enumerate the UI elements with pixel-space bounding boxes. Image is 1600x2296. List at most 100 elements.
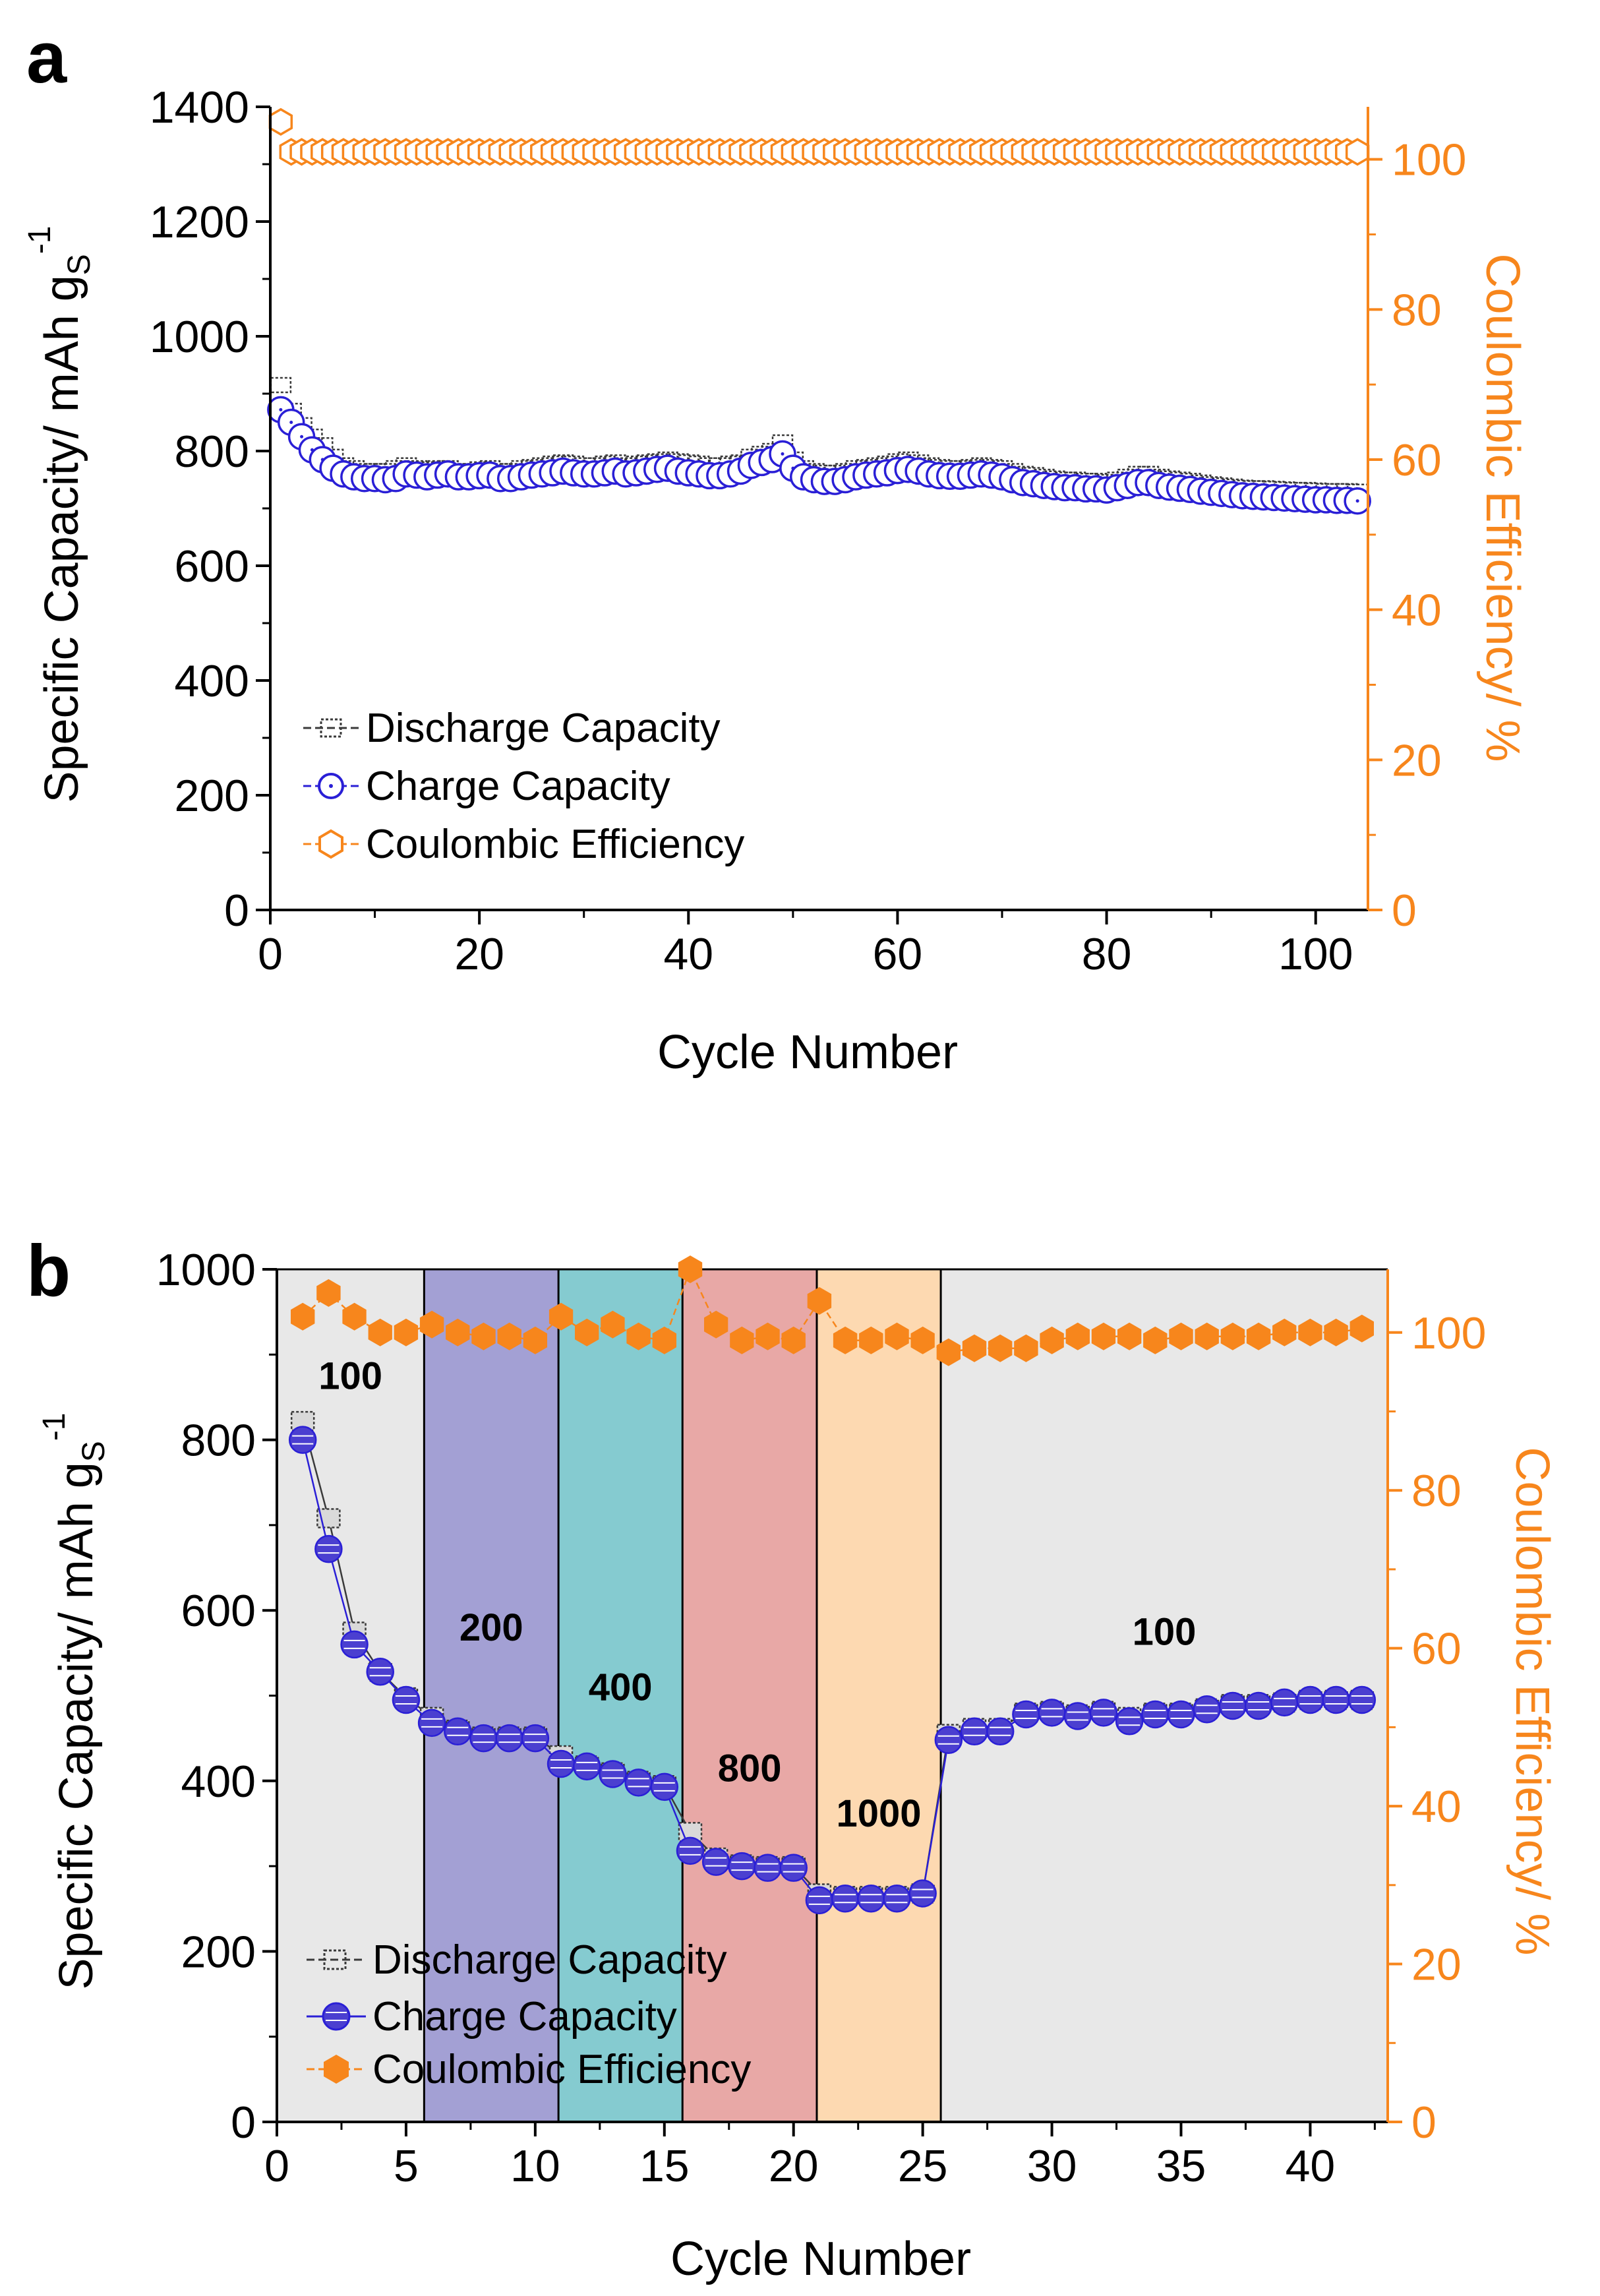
panel-a-axes: 0 20 40 60 80 1000200400600800100012001400020…: [150, 82, 1467, 979]
ce-point: [1345, 138, 1370, 166]
charge-point: [392, 1685, 421, 1714]
panel-a-y-tick-label: 1200: [150, 197, 249, 247]
ce-point: [1040, 1326, 1064, 1354]
panel-b-x-tick-label: 40: [1286, 2141, 1336, 2191]
ce-point: [704, 1310, 728, 1339]
panel-a-y-tick-label: 200: [175, 771, 249, 821]
ce-point: [1298, 1318, 1322, 1346]
ce-point: [833, 1326, 858, 1354]
panel-b-x-axis-title: Cycle Number: [670, 2233, 971, 2285]
ce-point: [446, 1318, 470, 1346]
ce-point: [394, 1318, 419, 1346]
charge-point: [288, 1426, 317, 1454]
charge-point: [676, 1836, 705, 1865]
charge-point: [1296, 1685, 1324, 1714]
ce-point: [1117, 1322, 1142, 1350]
legend-b-ce-marker: [307, 2055, 366, 2084]
ce-point: [1272, 1318, 1297, 1346]
panel-a-x-tick-label: 80: [1082, 929, 1132, 979]
ce-point: [419, 1310, 444, 1339]
ce-point: [1065, 1322, 1090, 1350]
legend-ce-label: Coulombic Efficiency: [366, 822, 744, 867]
rate-region: [816, 1269, 941, 2122]
ce-point: [626, 1322, 651, 1350]
panel-b-y2-tick-label: 20: [1411, 1940, 1462, 1990]
panel-b-y-tick-label: 1000: [156, 1245, 256, 1295]
panel-a-x-tick-label: 100: [1278, 929, 1353, 979]
panel-a-plot-area: [267, 107, 1371, 515]
charge-point: [572, 1752, 601, 1781]
panel-a-y-tick-label: 0: [224, 886, 249, 936]
rate-region: [682, 1269, 817, 2122]
panel-b-y2-tick-label: 60: [1411, 1624, 1462, 1674]
panel-a-y-tick-label: 400: [175, 656, 249, 706]
panel-b-x-tick-label: 35: [1156, 2141, 1206, 2191]
panel-a-y-axis-title-main: Specific Capacity/ mAh g: [36, 275, 88, 802]
charge-point: [934, 1726, 963, 1754]
panel-a-x-tick-label: 20: [454, 929, 504, 979]
legend-ce-marker: [303, 829, 359, 859]
panel-b-y-tick-label: 0: [231, 2098, 256, 2148]
ce-point: [291, 1302, 315, 1331]
ce-point: [368, 1318, 392, 1346]
charge-point: [960, 1717, 989, 1746]
panel-b-y-axis-title-sup: -1: [37, 1412, 72, 1441]
charge-point: [1218, 1691, 1247, 1720]
legend-b-discharge-label: Discharge Capacity: [372, 1937, 727, 1983]
ce-point: [1091, 1322, 1116, 1350]
charge-point: [805, 1886, 834, 1915]
panel-a-x-axis-title: Cycle Number: [657, 1026, 958, 1079]
panel-b-y-axis-title-main: Specific Capacity/ mAh g: [50, 1462, 103, 1989]
panel-a-label: a: [26, 17, 67, 98]
panel-a-y-axis-title-sub: S: [62, 254, 97, 275]
charge-point: [701, 1848, 730, 1876]
legend-discharge-label: Discharge Capacity: [366, 706, 721, 751]
panel-a-y-axis-title-sup: -1: [22, 226, 57, 254]
panel-a-y-axis-title: Specific Capacity/ mAh gS-1: [22, 226, 97, 802]
charge-point: [314, 1534, 343, 1563]
panel-a: a 0 20 40 60 80 10002004006008001000120014000…: [22, 17, 1529, 1079]
ce-point: [910, 1326, 935, 1354]
charge-point: [1348, 1685, 1377, 1714]
charge-point: [779, 1854, 808, 1882]
charge-point-dot: [300, 435, 304, 438]
charge-point: [1270, 1688, 1299, 1717]
ce-point: [471, 1322, 496, 1350]
legend-charge-marker: [303, 773, 359, 799]
panel-b-y-tick-label: 600: [181, 1586, 256, 1636]
panel-a-y2-tick-label: 40: [1392, 586, 1442, 636]
rate-label: 100: [318, 1355, 382, 1398]
charge-point-dot: [289, 421, 293, 424]
ce-point: [807, 1286, 832, 1315]
panel-b-x-tick-label: 30: [1027, 2141, 1077, 2191]
charge-point: [1115, 1707, 1144, 1736]
panel-a-x-tick-label: 40: [663, 929, 713, 979]
ce-point: [652, 1326, 676, 1354]
ce-point: [756, 1322, 780, 1350]
panel-b-x-tick-label: 25: [898, 2141, 948, 2191]
ce-point: [1195, 1322, 1219, 1350]
charge-point: [1167, 1700, 1195, 1729]
panel-a-legend: Discharge Capacity Charge Capacity Coulo…: [303, 706, 744, 867]
ce-point: [1324, 1318, 1348, 1346]
ce-point: [678, 1255, 703, 1283]
ce-point: [859, 1326, 883, 1354]
panel-a-y-tick-label: 600: [175, 541, 249, 591]
ce-point: [316, 1279, 341, 1307]
panel-b-y-axis-title-sub: S: [76, 1441, 111, 1462]
ce-point: [1014, 1334, 1038, 1362]
ce-point: [730, 1326, 754, 1354]
charge-point: [624, 1768, 653, 1797]
charge-point: [1322, 1685, 1350, 1714]
charge-point: [444, 1717, 472, 1746]
ce-point: [601, 1310, 625, 1339]
panel-a-y2-tick-label: 20: [1392, 735, 1442, 785]
panel-a-y2-axis-title: Coulombic Efficiency/ %: [1476, 254, 1529, 762]
panel-b-y2-tick-label: 40: [1411, 1782, 1462, 1832]
charge-point: [1089, 1699, 1118, 1727]
charge-point-dot: [781, 452, 785, 456]
charge-point: [986, 1717, 1015, 1746]
panel-b-x-tick-label: 0: [264, 2141, 289, 2191]
